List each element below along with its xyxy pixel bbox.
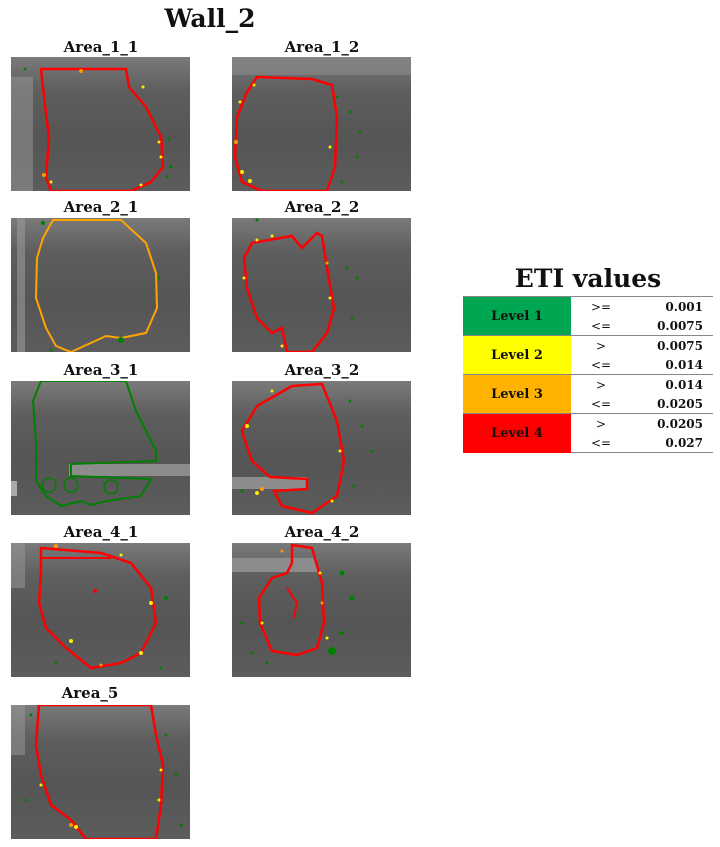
legend-value: 0.0205 [631,413,713,433]
legend-value: 0.0075 [631,335,713,355]
legend-op: <= [590,318,612,333]
thermal-image-area-5 [11,705,190,839]
panel-label-area-1-2: Area_1_2 [284,38,360,56]
legend-level-3: Level 3 [463,374,571,414]
thermal-image-area-1-2 [232,57,411,191]
legend-value: 0.0075 [657,318,703,333]
thermal-image-area-4-2 [232,543,411,677]
panel-label-area-3-1: Area_3_1 [63,361,139,379]
thermal-image-area-1-1 [11,57,190,191]
thermal-image-area-3-2 [232,381,411,515]
legend-level-4: Level 4 [463,413,571,453]
figure-title: Wall_2 [164,4,256,33]
panel-label-area-1-1: Area_1_1 [63,38,139,56]
legend-value: 0.014 [631,374,713,394]
legend-level-1: Level 1 [463,296,571,336]
thermal-image-area-2-1 [11,218,190,352]
panel-label-area-3-2: Area_3_2 [284,361,360,379]
eti-legend-table: Level 1 >= 0.001 <= 0.0075 Level 2 > 0.0… [463,296,713,453]
panel-label-area-2-1: Area_2_1 [63,198,139,216]
panel-label-area-4-2: Area_4_2 [284,523,360,541]
legend-value: 0.001 [631,296,713,316]
legend-op: >= [571,296,631,316]
legend-op: <= [590,396,612,411]
panel-label-area-4-1: Area_4_1 [63,523,139,541]
legend-op: > [571,374,631,394]
panel-label-area-2-2: Area_2_2 [284,198,360,216]
panel-label-area-5: Area_5 [61,684,119,702]
legend-level-2: Level 2 [463,335,571,375]
thermal-image-area-2-2 [232,218,411,352]
legend-value: 0.027 [631,433,713,453]
legend-op: > [571,413,631,433]
legend-op: <= [590,357,612,372]
legend-op: > [571,335,631,355]
legend-value: 0.014 [665,357,703,372]
legend-op: <= [571,433,631,453]
legend-value: 0.0205 [657,396,703,411]
thermal-image-area-4-1 [11,543,190,677]
legend-title: ETI values [514,264,662,293]
thermal-image-area-3-1 [11,381,190,515]
